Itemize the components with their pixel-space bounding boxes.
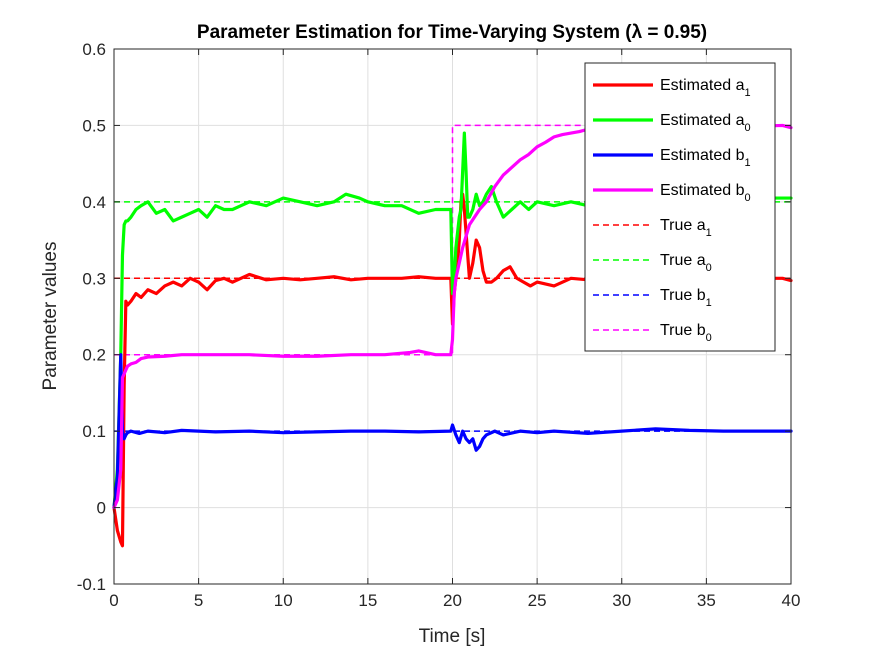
series-line-estimated-b0 — [112, 123, 793, 510]
x-tick-label: 30 — [612, 591, 631, 610]
series-line-estimated-a1 — [112, 192, 793, 548]
x-tick-label: 20 — [443, 591, 462, 610]
legend-label-subscript: 1 — [744, 87, 750, 99]
legend-label-base: Estimated a — [660, 77, 745, 94]
legend-label-base: True b — [660, 322, 706, 339]
legend-label-subscript: 0 — [706, 332, 712, 344]
y-tick-label: 0 — [97, 499, 106, 518]
y-tick-label: 0.6 — [82, 40, 106, 59]
x-tick-label: 5 — [194, 591, 203, 610]
legend-entry-label: True b0 — [660, 322, 712, 344]
y-tick-label: 0.5 — [82, 116, 106, 135]
legend-label-base: True a — [660, 217, 706, 234]
legend-label-subscript: 1 — [744, 157, 750, 169]
legend-label-base: Estimated b — [660, 182, 745, 199]
y-tick-label: 0.1 — [82, 422, 106, 441]
legend-entry-label: Estimated b0 — [660, 182, 751, 204]
legend-label-base: Estimated a — [660, 112, 745, 129]
y-tick-label: -0.1 — [77, 575, 106, 594]
legend-entry-label: True b1 — [660, 287, 712, 309]
legend-entry-label: Estimated b1 — [660, 147, 751, 169]
legend-label-base: True b — [660, 287, 706, 304]
legend-label-subscript: 1 — [706, 227, 712, 239]
y-tick-label: 0.2 — [82, 346, 106, 365]
legend-entry-label: Estimated a1 — [660, 77, 751, 99]
x-tick-label: 40 — [782, 591, 801, 610]
axis-ticks: 0 5 10 15 20 25 30 35 40-0.100.10.20.30.40.50.6 — [77, 40, 801, 610]
y-tick-label: 0.3 — [82, 269, 106, 288]
x-tick-label: 15 — [358, 591, 377, 610]
x-axis-label: Time [s] — [419, 626, 486, 647]
legend-label-base: True a — [660, 252, 706, 269]
legend-entry-label: Estimated a0 — [660, 112, 751, 134]
series-line-estimated-a0 — [112, 131, 793, 510]
legend-label-subscript: 1 — [706, 297, 712, 309]
x-tick-label: 0 — [109, 591, 118, 610]
legend-entry-label: True a1 — [660, 217, 712, 239]
legend-label-subscript: 0 — [744, 192, 750, 204]
y-tick-label: 0.4 — [82, 193, 106, 212]
legend-entry-label: True a0 — [660, 252, 712, 274]
x-tick-label: 35 — [697, 591, 716, 610]
legend-label-subscript: 0 — [706, 262, 712, 274]
y-axis-label: Parameter values — [40, 242, 61, 391]
chart-title: Parameter Estimation for Time-Varying Sy… — [197, 22, 707, 43]
x-tick-label: 25 — [528, 591, 547, 610]
legend-label-base: Estimated b — [660, 147, 745, 164]
legend-label-subscript: 0 — [744, 122, 750, 134]
series-line-estimated-b1 — [112, 353, 793, 510]
legend-box — [584, 62, 776, 352]
x-tick-label: 10 — [274, 591, 293, 610]
